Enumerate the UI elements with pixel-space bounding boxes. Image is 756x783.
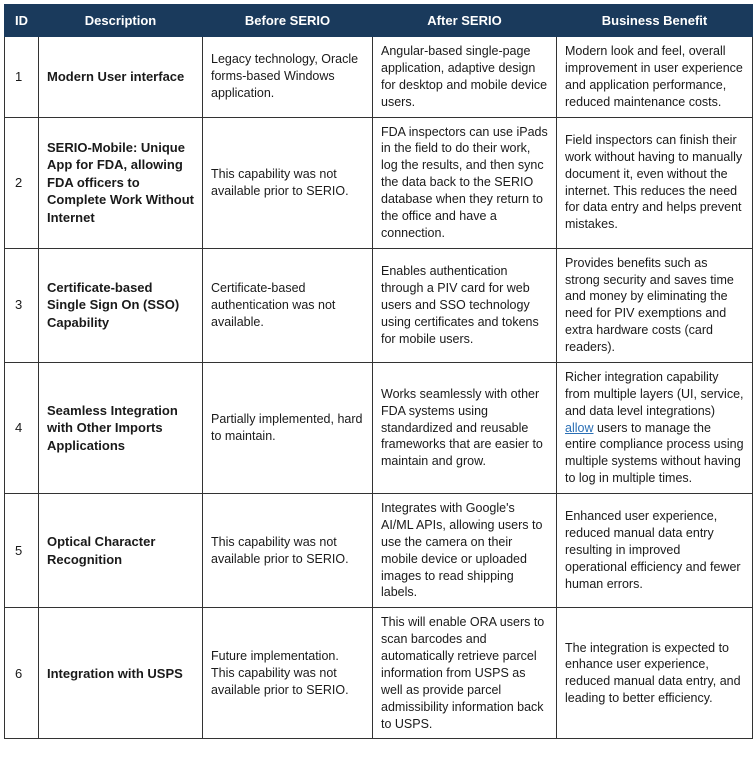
cell-after: Enables authentication through a PIV car… [373,248,557,362]
cell-description: Optical Character Recognition [39,494,203,608]
cell-description: SERIO-Mobile: Unique App for FDA, allowi… [39,117,203,248]
table-row: 2 SERIO-Mobile: Unique App for FDA, allo… [5,117,753,248]
header-description: Description [39,5,203,37]
header-benefit: Business Benefit [557,5,753,37]
cell-after: FDA inspectors can use iPads in the fiel… [373,117,557,248]
cell-benefit: Enhanced user experience, reduced manual… [557,494,753,608]
cell-before: Certificate-based authentication was not… [203,248,373,362]
cell-benefit: Richer integration capability from multi… [557,362,753,493]
table-header: ID Description Before SERIO After SERIO … [5,5,753,37]
cell-id: 5 [5,494,39,608]
header-id: ID [5,5,39,37]
table-row: 1 Modern User interface Legacy technolog… [5,37,753,118]
cell-description: Seamless Integration with Other Imports … [39,362,203,493]
cell-id: 1 [5,37,39,118]
table-row: 5 Optical Character Recognition This cap… [5,494,753,608]
cell-benefit: Field inspectors can finish their work w… [557,117,753,248]
cell-before: Future implementation. This capability w… [203,608,373,739]
header-before: Before SERIO [203,5,373,37]
cell-before: This capability was not available prior … [203,494,373,608]
cell-after: Works seamlessly with other FDA systems … [373,362,557,493]
cell-description: Certificate-based Single Sign On (SSO) C… [39,248,203,362]
benefit-text-pre: Richer integration capability from multi… [565,370,744,418]
cell-id: 3 [5,248,39,362]
table-row: 3 Certificate-based Single Sign On (SSO)… [5,248,753,362]
cell-before: Partially implemented, hard to maintain. [203,362,373,493]
benefit-link-text: allow [565,421,594,435]
cell-id: 6 [5,608,39,739]
table-row: 4 Seamless Integration with Other Import… [5,362,753,493]
cell-after: Integrates with Google's AI/ML APIs, all… [373,494,557,608]
cell-before: This capability was not available prior … [203,117,373,248]
cell-after: Angular-based single-page application, a… [373,37,557,118]
cell-benefit: Provides benefits such as strong securit… [557,248,753,362]
header-after: After SERIO [373,5,557,37]
cell-description: Integration with USPS [39,608,203,739]
cell-benefit: Modern look and feel, overall improvemen… [557,37,753,118]
cell-benefit: The integration is expected to enhance u… [557,608,753,739]
table-row: 6 Integration with USPS Future implement… [5,608,753,739]
table-body: 1 Modern User interface Legacy technolog… [5,37,753,739]
cell-description: Modern User interface [39,37,203,118]
cell-id: 4 [5,362,39,493]
cell-after: This will enable ORA users to scan barco… [373,608,557,739]
cell-before: Legacy technology, Oracle forms-based Wi… [203,37,373,118]
serio-comparison-table: ID Description Before SERIO After SERIO … [4,4,753,739]
cell-id: 2 [5,117,39,248]
